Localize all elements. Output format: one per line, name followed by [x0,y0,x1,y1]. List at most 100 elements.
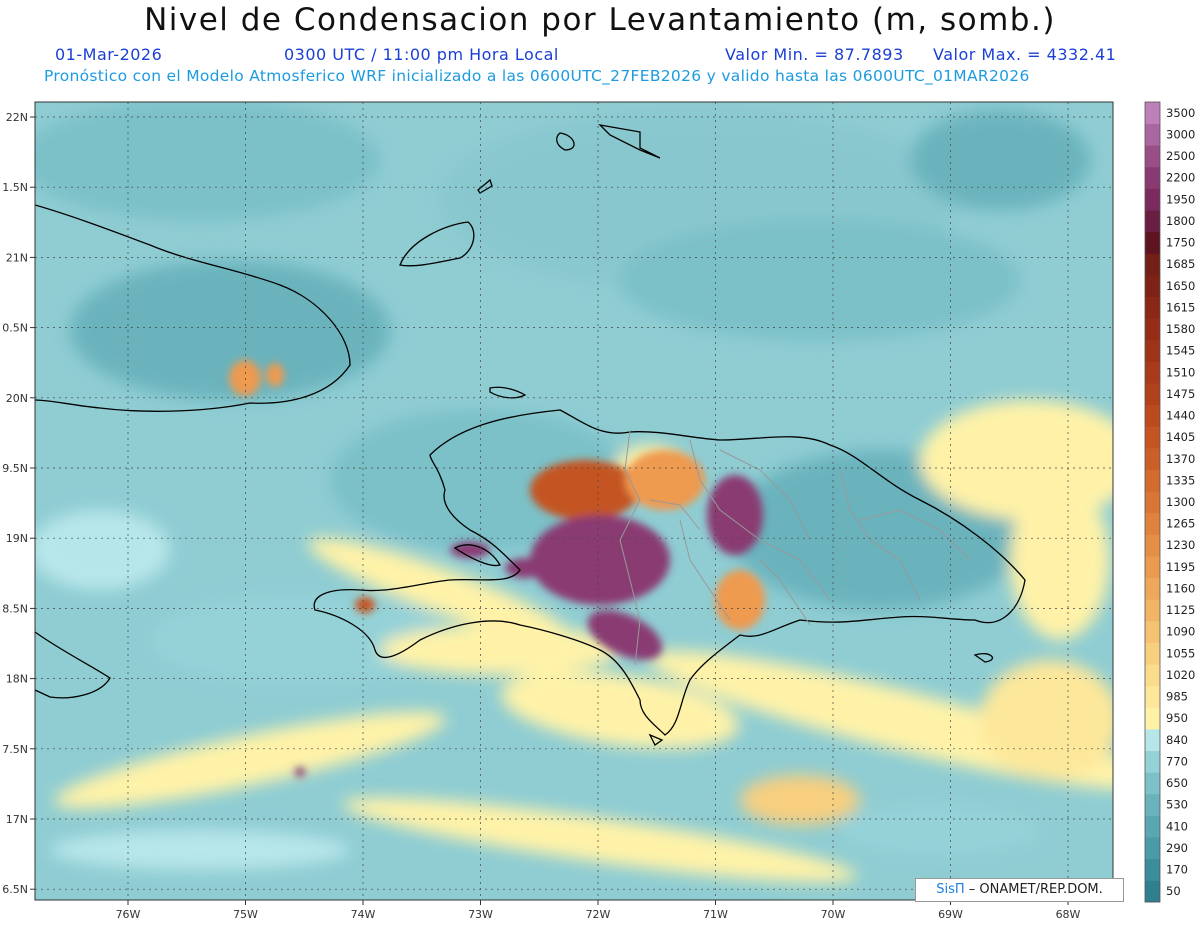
colorbar-swatch [1145,750,1160,773]
colorbar-level: 1545 [1166,344,1195,358]
colorbar-level: 1475 [1166,387,1195,401]
colorbar-level: 410 [1166,819,1188,833]
colorbar-level: 2200 [1166,171,1195,185]
axis-ticks: 76W 75W 74W 73W 72W 71W 70W 69W 68W 22N 1.5N 21N 0.5… [2,111,1080,921]
colorbar-level: 840 [1166,733,1188,747]
lat-label: 17N [6,813,28,826]
colorbar: 50 170 290 410 530 650 770 840 950 985 1020 1055 109… [1144,101,1195,903]
colorbar-swatch [1145,339,1160,362]
colorbar-swatch [1145,685,1160,708]
lon-label: 72W [586,908,611,921]
colorbar-level: 1335 [1166,473,1195,487]
colorbar-swatch [1145,123,1160,146]
lat-label: 7.5N [2,743,28,756]
lat-label: 6.5N [2,883,28,896]
colorbar-level: 1750 [1166,236,1195,250]
colorbar-level: 1125 [1166,603,1195,617]
coastlines [35,124,1026,746]
colorbar-level: 3000 [1166,127,1195,141]
colorbar-swatch [1145,556,1160,579]
credit-box: SisΠ – ONAMET/REP.DOM. [915,878,1124,902]
colorbar-level: 1685 [1166,257,1195,271]
colorbar-swatch [1145,793,1160,816]
colorbar-swatch [1145,815,1160,838]
colorbar-swatch [1145,880,1160,903]
colorbar-swatch [1145,274,1160,297]
colorbar-swatch [1145,361,1160,384]
lat-label: 8.5N [2,602,28,615]
lon-label: 76W [116,908,141,921]
colorbar-level: 1370 [1166,452,1195,466]
colorbar-swatch [1145,318,1160,341]
lat-label: 1.5N [2,181,28,194]
colorbar-level: 1615 [1166,300,1195,314]
province-borders [619,429,971,666]
colorbar-swatch [1145,383,1160,406]
colorbar-swatch [1145,188,1160,211]
colorbar-swatch [1145,599,1160,622]
colorbar-level: 1950 [1166,192,1195,206]
colorbar-level: 1230 [1166,538,1195,552]
colorbar-swatch [1145,102,1160,125]
lat-label: 21N [6,251,28,264]
colorbar-level: 1090 [1166,625,1195,639]
colorbar-swatch [1145,642,1160,665]
colorbar-swatch [1145,664,1160,687]
colorbar-swatch [1145,469,1160,492]
colorbar-swatch [1145,620,1160,643]
colorbar-swatch [1145,534,1160,557]
lat-label: 19N [6,532,28,545]
colorbar-swatch [1145,404,1160,427]
map-title: Nivel de Condensacion por Levantamiento … [144,2,1056,38]
colorbar-swatch [1145,858,1160,881]
lcl-field [35,102,1113,900]
colorbar-swatch [1145,296,1160,319]
forecast-date: 01-Mar-2026 [55,45,163,64]
lon-label: 70W [821,908,846,921]
colorbar-level: 770 [1166,754,1188,768]
plot-frame [34,101,1114,901]
lat-label: 0.5N [2,322,28,335]
colorbar-swatch [1145,253,1160,276]
credit-text: – ONAMET/REP.DOM. [968,882,1103,897]
colorbar-level: 3500 [1166,106,1195,120]
colorbar-swatch [1145,577,1160,600]
colorbar-swatch [1145,145,1160,168]
lon-label: 75W [233,908,258,921]
colorbar-level: 290 [1166,841,1188,855]
credit-brand: SisΠ [936,882,965,897]
colorbar-level: 1195 [1166,560,1195,574]
graticule [35,102,1113,900]
colorbar-swatch [1145,512,1160,535]
colorbar-level: 530 [1166,798,1188,812]
colorbar-level: 1580 [1166,322,1195,336]
colorbar-level: 950 [1166,711,1188,725]
valor-min: Valor Min. = 87.7893 [725,45,904,64]
colorbar-swatch [1145,447,1160,470]
lon-label: 69W [938,908,963,921]
colorbar-swatch [1145,729,1160,752]
colorbar-level: 650 [1166,776,1188,790]
colorbar-swatch [1145,772,1160,795]
colorbar-level: 1300 [1166,495,1195,509]
colorbar-level: 1800 [1166,214,1195,228]
colorbar-level: 2500 [1166,149,1195,163]
forecast-time: 0300 UTC / 11:00 pm Hora Local [284,45,559,64]
colorbar-swatch [1145,491,1160,514]
colorbar-level: 1440 [1166,409,1195,423]
lat-label: 18N [6,673,28,686]
lon-label: 71W [703,908,728,921]
colorbar-level: 1510 [1166,365,1195,379]
lat-label: 22N [6,111,28,124]
lon-label: 68W [1056,908,1081,921]
valor-max: Valor Max. = 4332.41 [933,45,1117,64]
colorbar-level: 1405 [1166,430,1195,444]
lon-label: 73W [468,908,493,921]
colorbar-level: 50 [1166,884,1181,898]
colorbar-swatch [1145,231,1160,254]
colorbar-level: 1020 [1166,668,1195,682]
forecast-note: Pronóstico con el Modelo Atmosferico WRF… [44,67,1030,85]
colorbar-swatch [1145,707,1160,730]
colorbar-level: 1055 [1166,646,1195,660]
